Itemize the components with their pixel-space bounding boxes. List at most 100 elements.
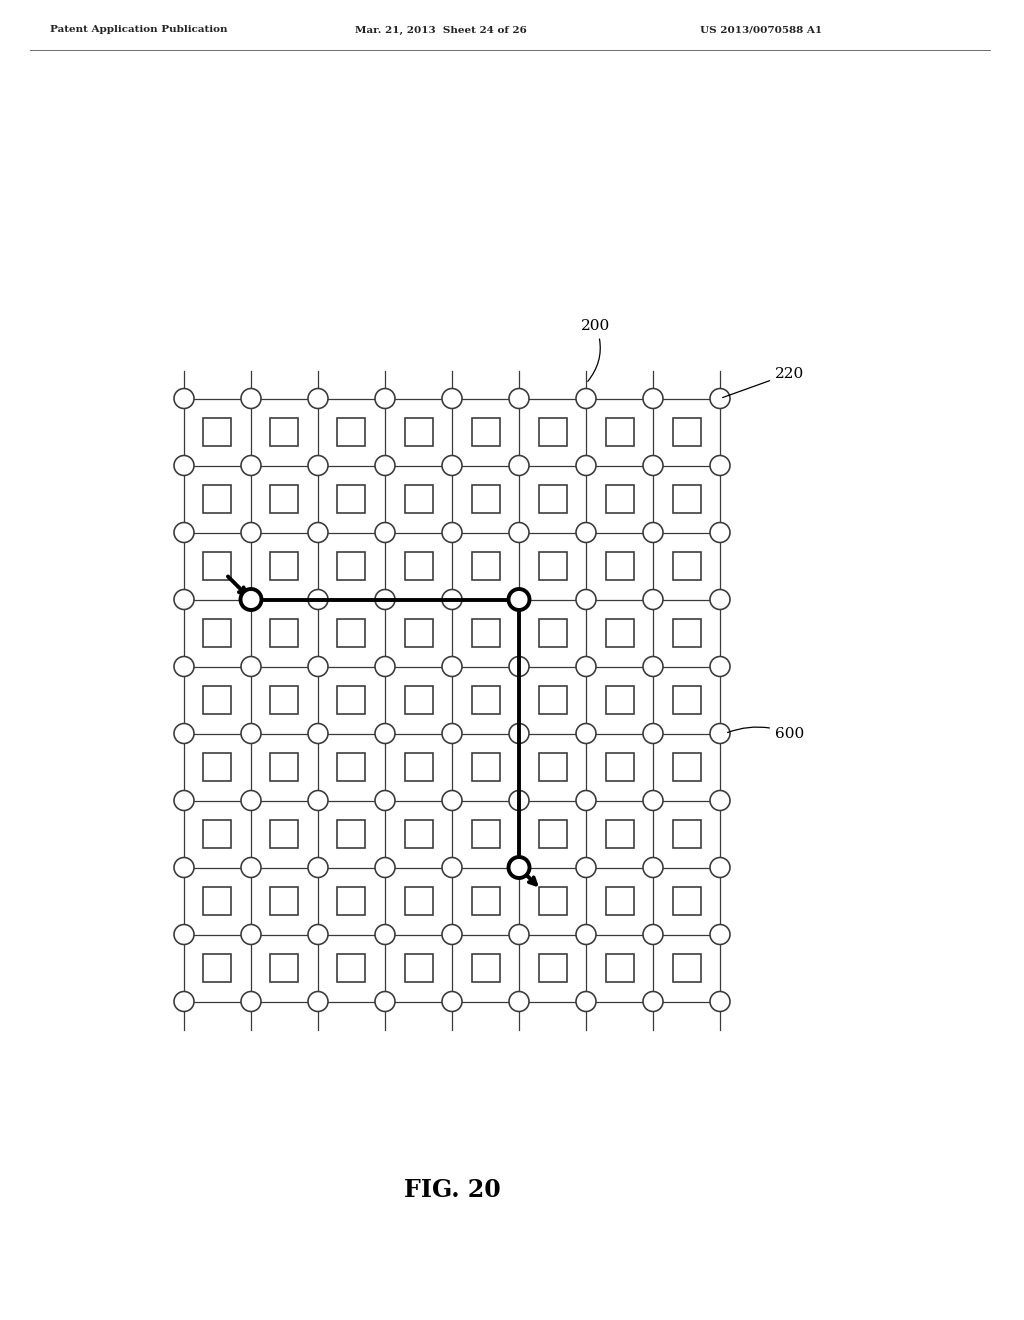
Circle shape [710,858,730,878]
Bar [539,887,566,915]
Circle shape [442,723,462,743]
Bar [673,752,700,781]
Circle shape [241,791,261,810]
Bar [270,820,299,847]
Circle shape [643,590,663,610]
Text: 220: 220 [723,367,804,397]
Circle shape [375,924,395,945]
Bar [539,954,566,982]
Circle shape [643,656,663,676]
Circle shape [710,991,730,1011]
Bar [270,552,299,579]
Circle shape [575,723,596,743]
Text: 600: 600 [728,726,804,741]
Bar [404,552,432,579]
Circle shape [575,590,596,610]
Circle shape [509,791,529,810]
Circle shape [241,858,261,878]
Bar [338,484,366,513]
Bar [338,954,366,982]
Circle shape [308,590,328,610]
Circle shape [710,523,730,543]
Circle shape [442,991,462,1011]
Bar [204,887,231,915]
Circle shape [308,455,328,475]
Bar [404,954,432,982]
Bar [204,484,231,513]
Circle shape [575,991,596,1011]
Bar [539,484,566,513]
Bar [270,686,299,714]
Bar [404,686,432,714]
Circle shape [375,991,395,1011]
Circle shape [442,590,462,610]
Bar [673,686,700,714]
Bar [673,820,700,847]
Bar [673,552,700,579]
Circle shape [509,858,529,878]
Circle shape [308,924,328,945]
Bar [404,484,432,513]
Circle shape [710,791,730,810]
Text: Mar. 21, 2013  Sheet 24 of 26: Mar. 21, 2013 Sheet 24 of 26 [355,25,527,34]
Circle shape [643,388,663,408]
Text: 200: 200 [582,319,610,381]
Circle shape [174,656,194,676]
Circle shape [643,723,663,743]
Circle shape [174,791,194,810]
Bar [270,418,299,446]
Circle shape [643,924,663,945]
Bar [338,686,366,714]
Circle shape [442,858,462,878]
Bar [204,686,231,714]
Bar [404,619,432,647]
Bar [605,887,634,915]
Circle shape [241,723,261,743]
Circle shape [575,523,596,543]
Bar [204,954,231,982]
Bar [270,619,299,647]
Circle shape [375,723,395,743]
Circle shape [509,589,529,610]
Circle shape [509,924,529,945]
Circle shape [442,656,462,676]
Circle shape [442,455,462,475]
Circle shape [174,523,194,543]
Circle shape [509,455,529,475]
Circle shape [643,455,663,475]
Circle shape [509,388,529,408]
Circle shape [308,791,328,810]
Circle shape [509,656,529,676]
Circle shape [575,388,596,408]
Bar [605,418,634,446]
Circle shape [174,991,194,1011]
Bar [605,552,634,579]
Bar [673,887,700,915]
Circle shape [710,590,730,610]
Circle shape [643,791,663,810]
Circle shape [375,523,395,543]
Circle shape [575,656,596,676]
Bar [270,752,299,781]
Circle shape [174,924,194,945]
Circle shape [241,590,261,610]
Circle shape [174,858,194,878]
Circle shape [643,523,663,543]
Text: Patent Application Publication: Patent Application Publication [50,25,227,34]
Bar [404,887,432,915]
Circle shape [509,857,529,878]
Bar [338,887,366,915]
Circle shape [509,590,529,610]
Circle shape [308,723,328,743]
Bar [539,752,566,781]
Bar [471,619,500,647]
Circle shape [241,924,261,945]
Bar [204,418,231,446]
Bar [338,552,366,579]
Bar [605,686,634,714]
Bar [539,820,566,847]
Circle shape [375,590,395,610]
Bar [539,619,566,647]
Circle shape [442,791,462,810]
Circle shape [575,858,596,878]
